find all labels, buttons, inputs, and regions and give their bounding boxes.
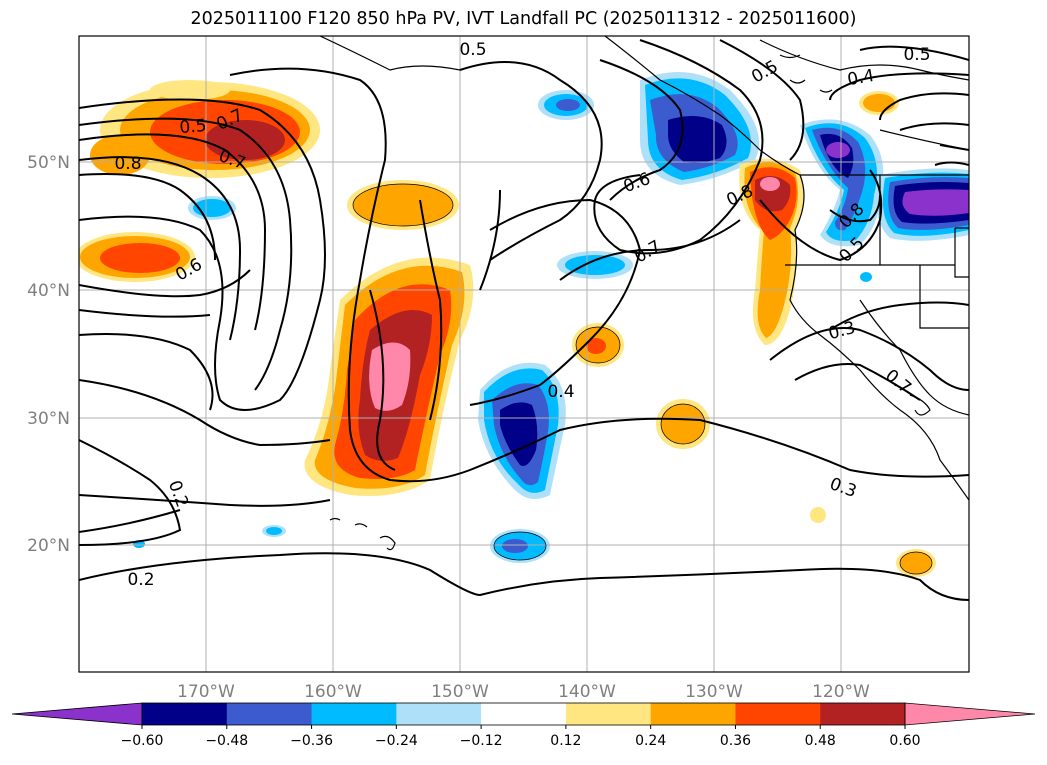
colorbar-tick-label: −0.60	[121, 733, 164, 749]
lat-label: 40°N	[27, 281, 70, 301]
contour-label: 0.4	[547, 382, 574, 402]
lon-label: 140°W	[558, 682, 616, 702]
colorbar-segment	[226, 703, 313, 725]
contour-label: 0.5	[459, 40, 486, 60]
colorbar-segment	[396, 703, 482, 725]
colorbar-tick-label: 0.48	[805, 733, 836, 749]
colorbar: −0.60 −0.48 −0.36 −0.24 −0.12 0.12 0.24 0.36 0.4…	[11, 702, 1036, 749]
colorbar-segment	[735, 703, 821, 725]
contour-label: 0.3	[827, 474, 859, 502]
colorbar-tick-label: −0.36	[290, 733, 333, 749]
lon-label: 170°W	[177, 682, 235, 702]
figure-title: 2025011100 F120 850 hPa PV, IVT Landfall…	[190, 9, 857, 29]
colorbar-segment	[820, 703, 906, 725]
ivt-contours	[79, 39, 969, 601]
lat-label: 20°N	[27, 536, 70, 556]
colorbar-segment	[904, 702, 1036, 726]
contour-label: 0.4	[846, 66, 876, 90]
contour-label: 0.6	[621, 169, 653, 197]
colorbar-segment	[142, 703, 228, 725]
lon-label: 160°W	[304, 682, 362, 702]
shading-outlines	[352, 183, 933, 575]
colorbar-tick-label: −0.12	[460, 733, 503, 749]
colorbar-tick-label: 0.36	[720, 733, 751, 749]
contour-label: 0.2	[164, 478, 192, 510]
lat-label: 50°N	[27, 153, 70, 173]
lon-label: 130°W	[685, 682, 743, 702]
colorbar-tick-label: 0.12	[550, 733, 581, 749]
lon-label: 120°W	[812, 682, 870, 702]
colorbar-segment	[311, 703, 397, 725]
lat-label: 30°N	[27, 409, 70, 429]
graticule	[79, 36, 969, 672]
contour-label: 0.8	[114, 154, 141, 174]
colorbar-tick-label: −0.24	[375, 733, 418, 749]
colorbar-segment	[650, 703, 736, 725]
colorbar-tick-label: −0.48	[205, 733, 248, 749]
colorbar-segment	[481, 703, 567, 725]
lon-label: 150°W	[431, 682, 489, 702]
colorbar-segment	[565, 703, 652, 725]
pc-shading	[79, 72, 969, 577]
contour-label: 0.5	[179, 116, 208, 138]
contour-label: 0.3	[826, 318, 857, 344]
contour-label: 0.2	[127, 570, 154, 590]
colorbar-tick-label: 0.60	[889, 733, 920, 749]
colorbar-segment	[11, 702, 143, 726]
map-frame	[78, 35, 970, 673]
contour-label: 0.5	[748, 57, 781, 88]
colorbar-tick-label: 0.24	[635, 733, 666, 749]
contour-label: 0.5	[903, 45, 930, 65]
